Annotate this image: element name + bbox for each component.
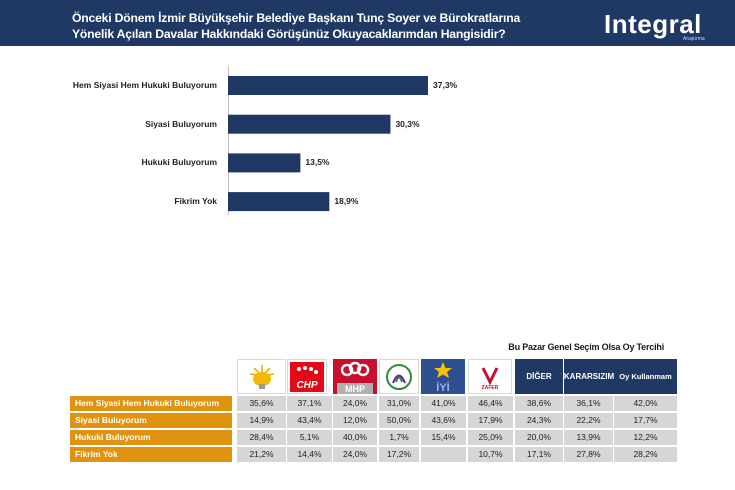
table-cell: 36,1%	[564, 396, 613, 411]
bar-3	[228, 192, 330, 212]
table-cell: 22,2%	[564, 413, 613, 428]
iyi-logo-text: İYİ	[436, 381, 449, 394]
dem-header	[379, 359, 419, 394]
table-cell: 41,0%	[421, 396, 466, 411]
table-cell: 40,0%	[333, 430, 377, 445]
table-cell: 38,6%	[515, 396, 563, 411]
table-cell: 46,4%	[468, 396, 513, 411]
table-cell: 24,0%	[333, 447, 377, 462]
chart-title-line2: Yönelik Açılan Davalar Hakkındaki Görüşü…	[72, 27, 506, 41]
table-cell	[421, 447, 466, 462]
ak-parti-header	[237, 359, 286, 394]
dem-logo-icon	[386, 363, 412, 390]
table-cell: 21,2%	[237, 447, 286, 462]
table-row-label: Fikrim Yok	[70, 447, 232, 462]
bar-value-label: 30,3%	[395, 118, 420, 129]
bar-0	[228, 76, 428, 95]
table-row-label: Hukuki Buluyorum	[70, 430, 232, 445]
zafer-header: ZAFER	[468, 359, 512, 394]
kararsizim-header: KARARSIZIM	[564, 359, 614, 394]
table-cell: 12,2%	[614, 430, 677, 445]
mhp-header: MHP	[333, 359, 377, 394]
iyi-header: İYİ	[421, 359, 465, 394]
category-label: Siyasi Buluyorum	[145, 118, 217, 129]
table-cell: 17,9%	[468, 413, 513, 428]
table-cell: 24,0%	[333, 396, 377, 411]
header-banner	[0, 0, 735, 46]
mhp-logo-text: MHP	[345, 384, 365, 394]
table-cell: 5,1%	[287, 430, 332, 445]
table-cell: 17,7%	[614, 413, 677, 428]
table-title: Bu Pazar Genel Seçim Olsa Oy Tercihi	[508, 342, 664, 352]
table-cell: 12,0%	[333, 413, 377, 428]
table-cell: 43,6%	[421, 413, 466, 428]
table-row-label: Hem Siyasi Hem Hukuki Buluyorum	[70, 396, 232, 411]
chp-logo-icon: CHP	[290, 361, 324, 392]
bar-value-label: 37,3%	[433, 80, 458, 90]
table-cell: 43,4%	[287, 413, 332, 428]
table-cell: 14,9%	[237, 413, 286, 428]
ak-parti-logo-icon	[249, 364, 274, 389]
table-cell: 13,9%	[564, 430, 613, 445]
brand-subtitle: Araştırma	[683, 36, 705, 42]
zafer-logo-text: ZAFER	[482, 385, 499, 391]
table-cell: 28,4%	[237, 430, 286, 445]
table-cell: 24,3%	[515, 413, 563, 428]
table-cell: 42,0%	[614, 396, 677, 411]
table-cell: 31,0%	[379, 396, 419, 411]
table-cell: 17,1%	[515, 447, 563, 462]
table-cell: 15,4%	[421, 430, 466, 445]
oy-kullanmam-header: Oy Kullanmam	[614, 359, 677, 394]
table-cell: 10,7%	[468, 447, 513, 462]
bar-2	[228, 153, 301, 173]
bar-1	[228, 114, 391, 134]
table-cell: 1,7%	[379, 430, 419, 445]
diger-header: DİĞER	[515, 359, 563, 394]
table-cell: 14,4%	[287, 447, 332, 462]
bar-value-label: 13,5%	[305, 157, 330, 168]
table-row-label: Siyasi Buluyorum	[70, 413, 232, 428]
chart-title-line1: Önceki Dönem İzmir Büyükşehir Belediye B…	[72, 11, 521, 25]
brand-logo: Integral	[604, 9, 702, 39]
category-label: Hem Siyasi Hem Hukuki Buluyorum	[72, 80, 217, 90]
category-label: Fikrim Yok	[174, 196, 217, 207]
bar-value-label: 18,9%	[334, 196, 359, 207]
table-cell: 27,8%	[564, 447, 613, 462]
category-label: Hukuki Buluyorum	[141, 157, 217, 168]
table-cell: 17,2%	[379, 447, 419, 462]
mhp-logo-icon: MHP	[337, 361, 373, 394]
chp-header: CHP	[287, 359, 327, 394]
table-cell: 25,0%	[468, 430, 513, 445]
table-cell: 28,2%	[614, 447, 677, 462]
iyi-logo-icon: İYİ	[434, 362, 452, 394]
table-cell: 50,0%	[379, 413, 419, 428]
zafer-logo-icon: ZAFER	[481, 366, 499, 391]
table-cell: 37,1%	[287, 396, 332, 411]
table-cell: 20,0%	[515, 430, 563, 445]
chp-logo-text: CHP	[296, 380, 317, 391]
table-cell: 35,6%	[237, 396, 286, 411]
